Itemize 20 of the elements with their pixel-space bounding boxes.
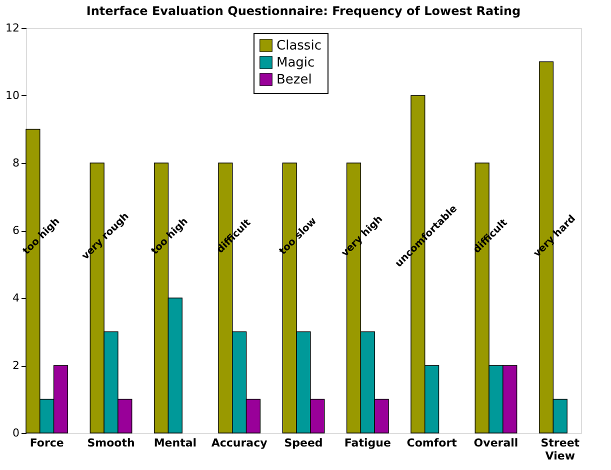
y-tick-label: 2 — [12, 359, 20, 372]
chart-title: Interface Evaluation Questionnaire: Frequency of Lowest Rating — [86, 4, 521, 18]
x-tick-label: Accuracy — [211, 436, 268, 450]
legend-label: Classic — [276, 38, 322, 54]
y-tick-label: 8 — [12, 156, 20, 170]
legend-label: Magic — [276, 56, 315, 70]
legend-label: Bezel — [276, 72, 312, 88]
x-tick-label: Force — [30, 436, 64, 450]
x-tick-label: Overall — [474, 436, 518, 450]
y-tick-label: 12 — [6, 22, 20, 34]
x-tick-label: Fatigue — [344, 436, 391, 450]
x-tick-label: Comfort — [406, 436, 457, 450]
y-tick-label: 6 — [12, 224, 20, 237]
x-tick-label: Smooth — [87, 436, 135, 450]
x-tick-label: Speed — [284, 436, 323, 450]
x-tick-label: Street View — [540, 436, 580, 462]
y-tick-label: 10 — [6, 89, 20, 102]
y-tick-label: 0 — [12, 426, 20, 440]
x-tick-label: Mental — [154, 436, 197, 450]
y-tick-label: 4 — [12, 292, 20, 304]
